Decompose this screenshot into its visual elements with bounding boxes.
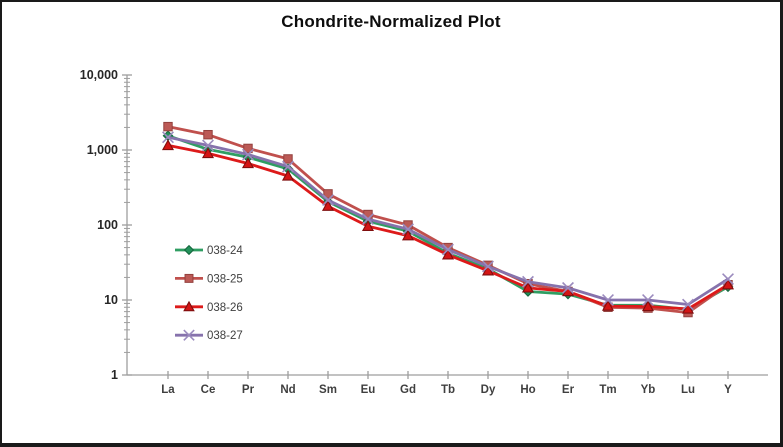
- marker-x: [183, 329, 195, 341]
- series-line-038-24: [166, 134, 730, 311]
- marker-x: [402, 223, 414, 236]
- marker-x: [202, 139, 214, 152]
- marker-diamond: [183, 244, 195, 256]
- marker-square: [243, 143, 253, 154]
- legend-item-038-27: 038-27: [175, 329, 243, 342]
- marker-x: [162, 131, 174, 144]
- legend-item-038-24: 038-24: [175, 244, 243, 257]
- x-category-label: Tb: [441, 384, 455, 396]
- marker-square: [203, 129, 213, 140]
- marker-triangle: [521, 281, 535, 293]
- legend-label: 038-24: [207, 245, 243, 257]
- x-category-label: Sm: [319, 384, 337, 396]
- x-category-label: Lu: [681, 384, 695, 396]
- marker-triangle: [183, 300, 195, 312]
- marker-x: [602, 294, 614, 306]
- marker-x: [322, 194, 334, 207]
- series-line-038-26: [166, 143, 730, 311]
- y-tick-label: 100: [97, 218, 118, 232]
- x-category-label: Y: [724, 384, 732, 396]
- marker-x: [682, 298, 694, 311]
- x-category-label: Pr: [242, 384, 255, 396]
- marker-x: [642, 294, 654, 306]
- x-category-label: Ce: [201, 384, 216, 396]
- marker-triangle: [401, 229, 415, 241]
- y-tick-label: 1: [111, 368, 118, 382]
- marker-triangle: [721, 278, 735, 290]
- x-category-label: Nd: [280, 384, 295, 396]
- marker-triangle: [641, 300, 655, 312]
- marker-x: [282, 160, 294, 173]
- y-tick-label: 10,000: [80, 68, 118, 82]
- marker-triangle: [441, 248, 455, 260]
- marker-x: [482, 260, 494, 273]
- legend-label: 038-25: [207, 273, 243, 285]
- marker-triangle: [321, 199, 335, 211]
- marker-triangle: [201, 147, 215, 159]
- series-line-038-27: [166, 135, 730, 306]
- x-category-label: Gd: [400, 384, 416, 396]
- marker-square: [184, 273, 194, 283]
- marker-square: [323, 189, 333, 199]
- y-tick-label: 1,000: [87, 143, 118, 157]
- legend-label: 038-27: [207, 330, 243, 342]
- marker-x: [562, 281, 574, 294]
- marker-triangle: [281, 169, 295, 181]
- marker-x: [522, 275, 534, 288]
- marker-x: [242, 148, 254, 161]
- legend-label: 038-26: [207, 302, 243, 314]
- marker-triangle: [601, 299, 615, 311]
- x-category-label: Dy: [481, 384, 496, 396]
- marker-triangle: [161, 139, 175, 151]
- y-tick-label: 10: [104, 293, 118, 307]
- x-category-label: Tm: [599, 384, 616, 396]
- legend-item-038-25: 038-25: [175, 273, 243, 285]
- marker-x: [442, 243, 454, 256]
- x-category-label: Eu: [361, 384, 376, 396]
- marker-triangle: [361, 220, 375, 231]
- chart-title: Chondrite-Normalized Plot: [281, 12, 501, 31]
- marker-triangle: [481, 264, 495, 276]
- x-category-label: Er: [562, 384, 575, 396]
- x-category-label: Yb: [641, 384, 656, 396]
- legend-item-038-26: 038-26: [175, 300, 243, 314]
- marker-square: [163, 121, 173, 132]
- marker-square: [283, 154, 293, 164]
- marker-x: [722, 273, 734, 286]
- x-category-label: Ho: [520, 384, 535, 396]
- marker-triangle: [241, 157, 255, 169]
- x-category-label: La: [161, 384, 175, 396]
- marker-x: [362, 213, 374, 226]
- marker-triangle: [681, 302, 695, 314]
